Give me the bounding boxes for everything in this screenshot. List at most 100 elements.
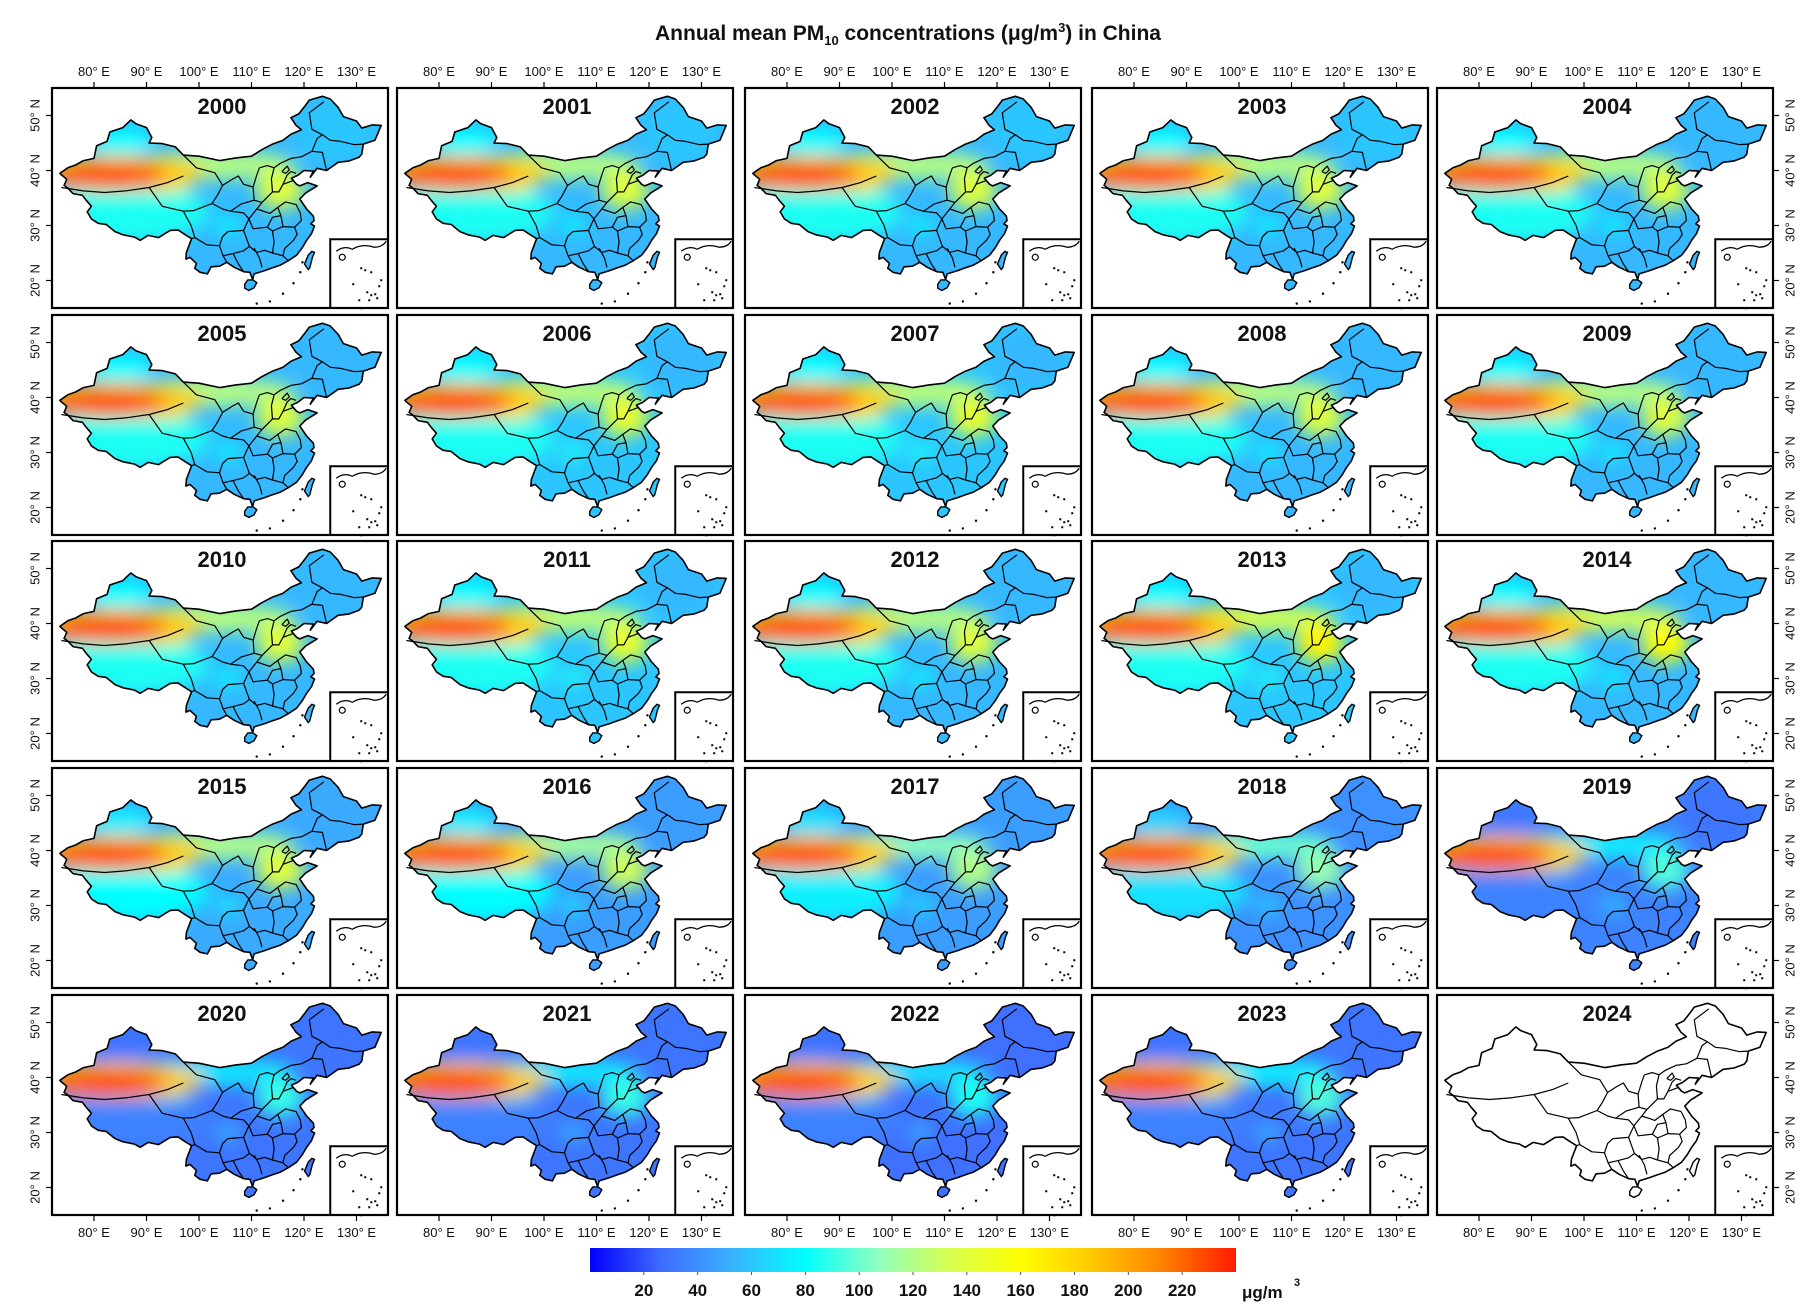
x-tick-label: 90° E [1171, 64, 1203, 79]
colorbar-tick-label: 80 [796, 1281, 815, 1300]
field-sichuan [1255, 1123, 1280, 1142]
province-boundary [1262, 683, 1290, 710]
south-sea-dash [1653, 1207, 1657, 1210]
province-boundary [1567, 437, 1581, 467]
south-sea-dash [644, 724, 647, 727]
y-tick-label: 20° N [1782, 1171, 1797, 1204]
province-boundary [1292, 394, 1300, 428]
hainan-outline [1284, 732, 1298, 745]
province-boundary [567, 855, 599, 868]
x-tick-label: 120° E [284, 1225, 324, 1240]
province-boundary [1262, 230, 1290, 257]
y-tick-label: 40° N [27, 154, 42, 187]
x-tick-label: 110° E [1272, 64, 1311, 79]
province-boundary [1617, 706, 1630, 726]
china-outline [1444, 548, 1767, 734]
province-boundary [1296, 659, 1319, 667]
province-boundary [915, 457, 943, 484]
province-boundary [577, 480, 590, 500]
south-sea-dash [992, 271, 995, 274]
province-boundary [963, 603, 1021, 645]
province-boundary [1348, 781, 1365, 816]
south-china-sea-inset [674, 465, 734, 537]
south-sea-dash [1684, 271, 1687, 274]
province-boundary [406, 402, 529, 421]
province-boundary [959, 1122, 975, 1135]
field-taklimakan-core [404, 844, 513, 867]
province-boundary [253, 247, 263, 268]
y-tick-label: 50° N [1782, 326, 1797, 359]
province-boundary [1258, 245, 1268, 263]
province-boundary [949, 206, 972, 214]
province-boundary [1693, 101, 1710, 136]
year-label: 2002 [891, 94, 940, 119]
field-taklimakan-core [59, 1071, 168, 1094]
province-boundary [911, 472, 921, 490]
province-boundary [577, 933, 590, 953]
province-boundary [1579, 429, 1635, 474]
south-sea-dash [1666, 519, 1670, 522]
map-panel-2008: 2008 [1090, 313, 1430, 537]
province-boundary [266, 895, 282, 908]
x-tick-label: 80° E [423, 1225, 455, 1240]
province-boundary [567, 628, 599, 641]
province-boundary [975, 1078, 990, 1092]
south-china-sea-inset [1714, 465, 1774, 537]
field-sichuan [1600, 669, 1625, 688]
province-boundary [604, 1072, 620, 1076]
taiwan-outline [648, 930, 661, 951]
field-taklimakan-core [752, 164, 861, 187]
colorbar-tick-label: 100 [845, 1281, 873, 1300]
province-boundary [61, 628, 184, 647]
province-boundary [1644, 392, 1660, 396]
province-boundary [1567, 1117, 1581, 1147]
map-panel-2022: 2022 80° E 90° E 100° E 110° E 120° E 130° E [743, 993, 1083, 1240]
province-boundary [615, 1057, 673, 1099]
south-sea-dash [1341, 941, 1344, 944]
year-label: 2015 [198, 774, 247, 799]
province-boundary [593, 445, 620, 481]
map-panel-2001: 2001 80° E 90° E 100° E 110° E 120° E 130° E [395, 64, 735, 310]
south-sea-dash [1341, 714, 1344, 717]
province-boundary [656, 587, 709, 605]
province-boundary [567, 1082, 599, 1095]
province-boundary [1310, 603, 1368, 645]
province-boundary [974, 618, 983, 627]
province-boundary [1101, 855, 1224, 874]
province-boundary [1662, 881, 1687, 908]
y-tick-label: 50° N [1782, 99, 1797, 132]
province-boundary [1001, 1008, 1018, 1043]
x-tick-label: 110° E [577, 1225, 616, 1240]
taiwan-outline [648, 703, 661, 724]
province-boundary [1306, 215, 1322, 228]
province-boundary [270, 150, 328, 192]
taiwan-outline [648, 250, 661, 271]
south-sea-dash [644, 271, 647, 274]
province-boundary [1351, 1041, 1404, 1059]
taiwan-outline [1343, 930, 1356, 951]
south-sea-dash [299, 271, 302, 274]
china-outline [59, 1002, 382, 1188]
china-outline [1099, 95, 1422, 281]
province-boundary [915, 910, 943, 937]
province-boundary [252, 847, 260, 881]
south-sea-dash [1295, 755, 1298, 758]
south-sea-dash [1295, 1209, 1298, 1212]
province-boundary [1666, 1072, 1675, 1081]
x-tick-label: 90° E [1516, 1225, 1548, 1240]
south-sea-dash [961, 300, 965, 303]
province-boundary [974, 165, 983, 174]
south-sea-dash [613, 527, 617, 530]
province-boundary [277, 654, 302, 681]
hainan-outline [1629, 959, 1643, 972]
province-boundary [1004, 134, 1057, 152]
province-boundary [1001, 781, 1018, 816]
y-tick-label: 20° N [1782, 264, 1797, 297]
province-boundary [1567, 210, 1581, 240]
south-sea-dash [992, 724, 995, 727]
province-boundary [604, 618, 620, 622]
south-sea-dash [948, 982, 951, 985]
x-tick-label: 100° E [1564, 1225, 1604, 1240]
south-sea-dash [948, 1209, 951, 1212]
province-boundary [1644, 1072, 1660, 1076]
